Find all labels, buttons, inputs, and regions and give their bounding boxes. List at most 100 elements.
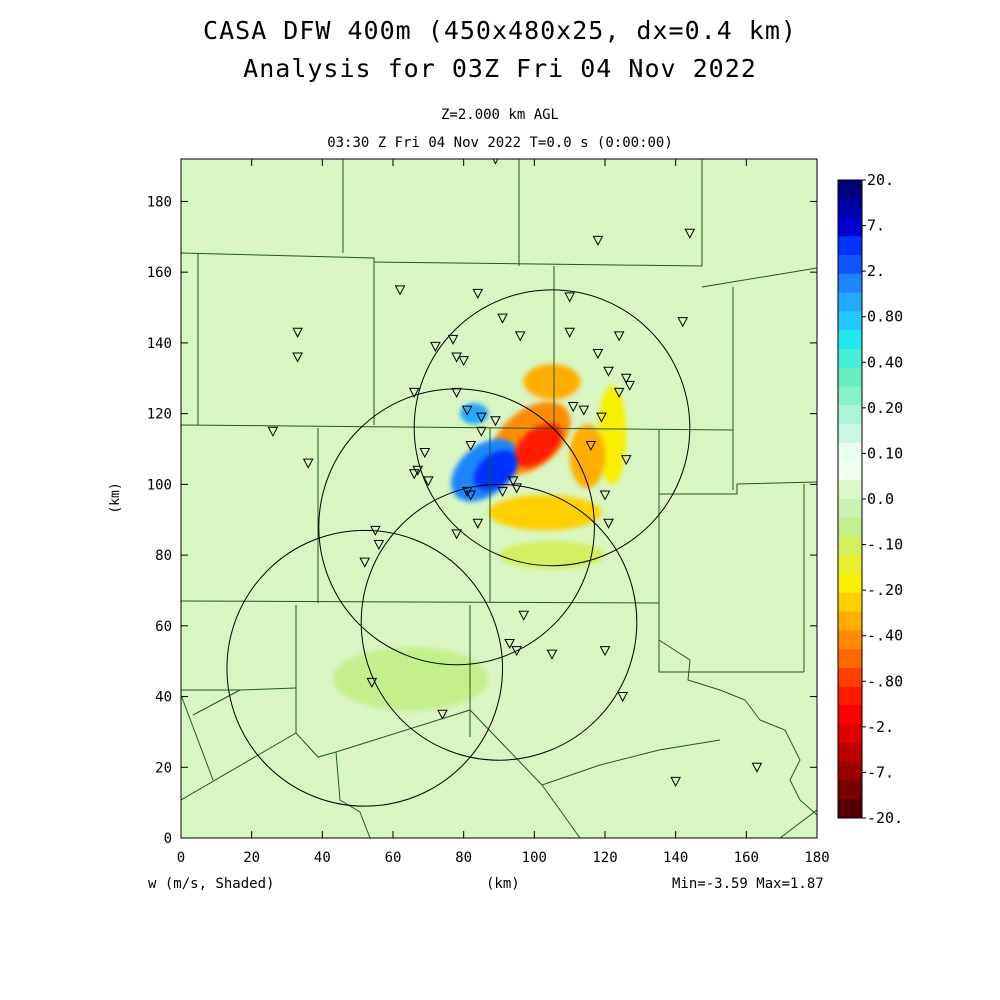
radar-station-marker xyxy=(546,649,558,660)
radar-station-marker xyxy=(599,490,611,501)
colorbar-swatch xyxy=(838,649,862,669)
radar-station-marker xyxy=(476,412,487,423)
radar-station-marker xyxy=(751,762,763,773)
colorbar-label: -2. xyxy=(867,718,894,736)
radar-station-marker xyxy=(592,349,604,360)
radar-station-marker xyxy=(465,490,477,501)
radar-station-marker xyxy=(596,412,607,423)
radar-station-marker xyxy=(476,426,487,437)
x-tick-label: 60 xyxy=(385,850,402,866)
colorbar-swatch xyxy=(838,348,862,369)
county-line xyxy=(181,252,375,425)
colorbar-swatch xyxy=(838,273,862,293)
field-cell xyxy=(460,403,489,425)
radar-station-marker xyxy=(461,486,473,497)
county-line xyxy=(658,603,804,673)
radar-station-marker xyxy=(394,285,406,296)
colorbar-label: -20. xyxy=(867,809,903,827)
y-tick-label: 180 xyxy=(147,194,172,210)
radar-station-marker xyxy=(490,416,501,427)
colorbar-swatch xyxy=(838,255,862,275)
colorbar-swatch xyxy=(838,198,862,218)
county-line xyxy=(701,267,817,288)
field-cell xyxy=(332,647,489,711)
x-tick-label: 160 xyxy=(734,850,759,866)
colorbar-swatch xyxy=(838,292,862,312)
radar-station-marker xyxy=(617,692,628,703)
radar-station-marker xyxy=(461,405,473,416)
radar-station-marker xyxy=(472,518,484,529)
county-line xyxy=(658,639,817,816)
radar-station-marker xyxy=(497,313,508,324)
y-tick-label: 60 xyxy=(155,619,172,635)
radar-station-marker xyxy=(359,557,371,568)
radar-station-marker xyxy=(292,327,303,338)
colorbar-swatch xyxy=(838,517,862,537)
radar-station-marker xyxy=(670,776,681,787)
y-tick-label: 140 xyxy=(147,336,172,352)
field-label: w (m/s, Shaded) xyxy=(148,876,275,892)
colorbar-label: -.80 xyxy=(867,672,903,690)
colorbar-swatch xyxy=(838,236,862,256)
colorbar-swatch xyxy=(838,499,862,519)
colorbar-label: -.20 xyxy=(867,581,903,599)
radar-station-marker xyxy=(366,677,378,688)
axes: 0 20 40 60 80 100 120 140 160 180 0 20 40 60 80 100 120 1… xyxy=(147,159,830,866)
radar-station-marker xyxy=(599,646,611,657)
y-tick-label: 0 xyxy=(164,831,172,847)
county-line xyxy=(541,784,581,838)
x-tick-label: 80 xyxy=(455,850,472,866)
field-cell xyxy=(597,385,627,485)
colorbar-swatch xyxy=(838,180,862,200)
colorbar-swatch xyxy=(838,761,862,781)
colorbar-swatch xyxy=(838,386,862,406)
colorbar-swatch xyxy=(838,574,862,594)
radar-station-marker xyxy=(451,352,462,363)
radar-station-marker xyxy=(465,440,477,452)
x-axis-label: (km) xyxy=(486,876,520,892)
colorbar-label: 0.0 xyxy=(867,490,894,508)
radar-station-marker xyxy=(684,228,696,239)
level-label: Z=2.000 km AGL xyxy=(440,107,559,123)
colorbar-swatch xyxy=(838,311,862,331)
radar-station-marker xyxy=(585,440,597,452)
radar-station-marker xyxy=(564,292,575,303)
colorbar-swatch xyxy=(838,799,862,819)
county-line xyxy=(181,600,660,604)
colorbar-swatch xyxy=(838,705,862,725)
y-tick-label: 40 xyxy=(155,690,172,706)
radar-station-marker xyxy=(567,402,579,413)
y-tick-label: 120 xyxy=(147,407,172,423)
radar-range-ring xyxy=(360,483,638,761)
colorbar: 20. 7. 2. 0.80 0.40 0.20 0.10 0.0 -.10 -.20 -.40 -.… xyxy=(837,171,903,827)
radar-station-marker xyxy=(408,469,420,480)
radar-station-marker xyxy=(578,405,590,416)
plot-frame xyxy=(180,158,818,839)
radar-station-marker xyxy=(511,646,522,657)
colorbar-label: 20. xyxy=(867,171,894,189)
radar-station-marker xyxy=(518,610,530,621)
x-tick-label: 0 xyxy=(177,850,185,866)
county-line xyxy=(779,809,817,838)
x-tick-label: 40 xyxy=(314,850,331,866)
colorbar-swatch xyxy=(838,667,862,688)
colorbar-swatch xyxy=(838,780,862,800)
colorbar-label: 0.40 xyxy=(867,353,903,371)
radar-station-marker xyxy=(408,387,420,398)
radar-station-marker xyxy=(497,486,508,497)
radar-station-marker xyxy=(620,373,632,384)
radar-station-marker xyxy=(504,638,515,650)
valid-time-label: 03:30 Z Fri 04 Nov 2022 T=0.0 s (0:00:00… xyxy=(327,135,673,151)
field-cell xyxy=(499,540,605,570)
radar-station-marker xyxy=(613,331,625,342)
county-line xyxy=(181,694,214,781)
radar-station-marker xyxy=(267,426,279,437)
field-cell xyxy=(488,494,602,531)
county-line xyxy=(192,689,241,716)
x-tick-label: 100 xyxy=(522,850,547,866)
colorbar-swatch xyxy=(838,330,862,350)
radar-station-marker xyxy=(507,476,519,487)
radar-station-marker xyxy=(592,235,604,246)
radar-range-ring xyxy=(226,529,504,807)
